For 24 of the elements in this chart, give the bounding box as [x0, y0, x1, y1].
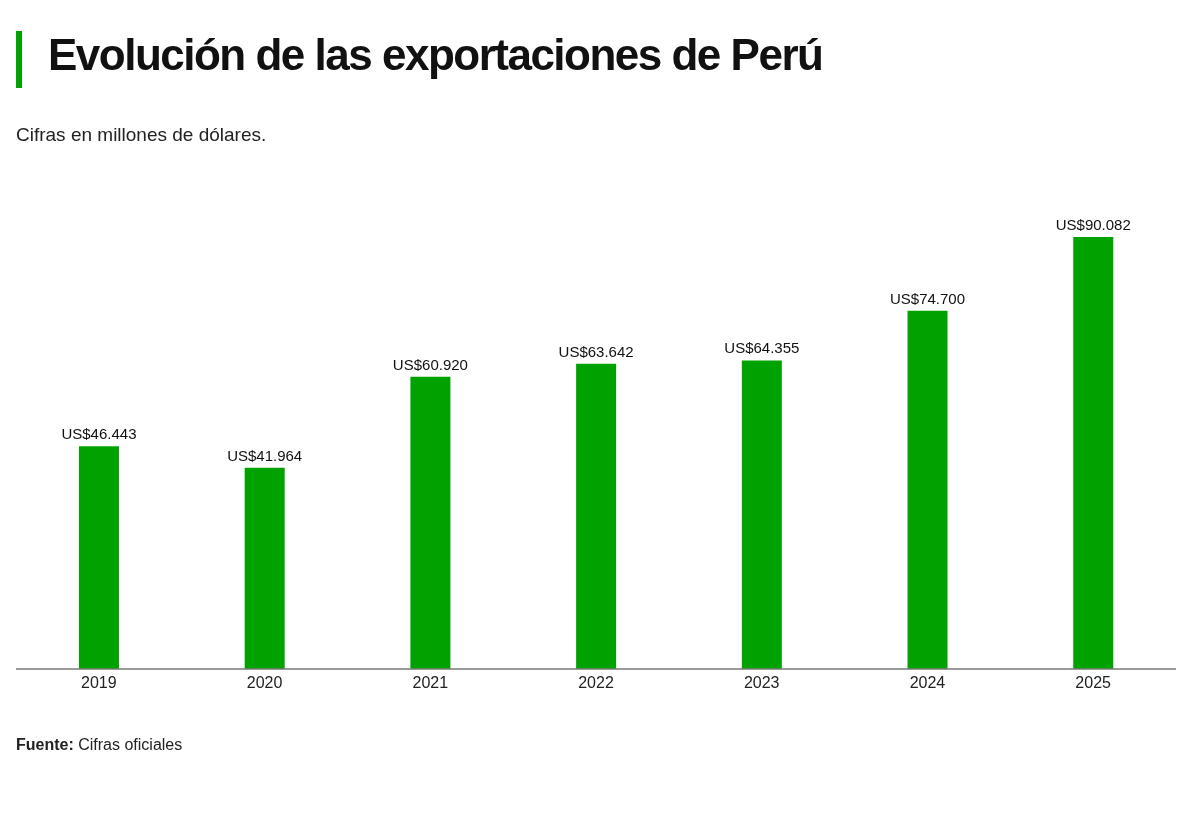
- bar: [907, 310, 948, 669]
- x-tick-label: 2019: [81, 674, 117, 692]
- bar: [576, 363, 617, 669]
- data-label: US$41.964: [227, 446, 303, 464]
- bar: [1073, 237, 1114, 669]
- x-tick-label: 2023: [743, 674, 780, 692]
- data-label: US$46.443: [61, 425, 137, 443]
- data-label: US$90.082: [1055, 216, 1131, 233]
- chart-title: Evolución de las exportaciones de Perú: [48, 30, 823, 80]
- x-tick-label: 2020: [246, 674, 283, 692]
- bar: [244, 467, 285, 669]
- x-tick-label: 2022: [578, 674, 614, 692]
- x-tick-label: 2021: [412, 674, 449, 692]
- x-tick-label: 2025: [1075, 674, 1112, 692]
- data-label: US$63.642: [558, 342, 634, 360]
- bar: [78, 446, 119, 669]
- data-label: US$64.355: [724, 339, 800, 357]
- source-note: Fuente: Cifras oficiales: [16, 736, 183, 754]
- data-label: US$60.920: [392, 355, 468, 373]
- data-label: US$74.700: [890, 289, 966, 307]
- x-tick-label: 2024: [909, 674, 946, 692]
- bar: [741, 360, 782, 669]
- chart-subtitle: Cifras en millones de dólares.: [16, 124, 267, 146]
- bar: [410, 376, 451, 669]
